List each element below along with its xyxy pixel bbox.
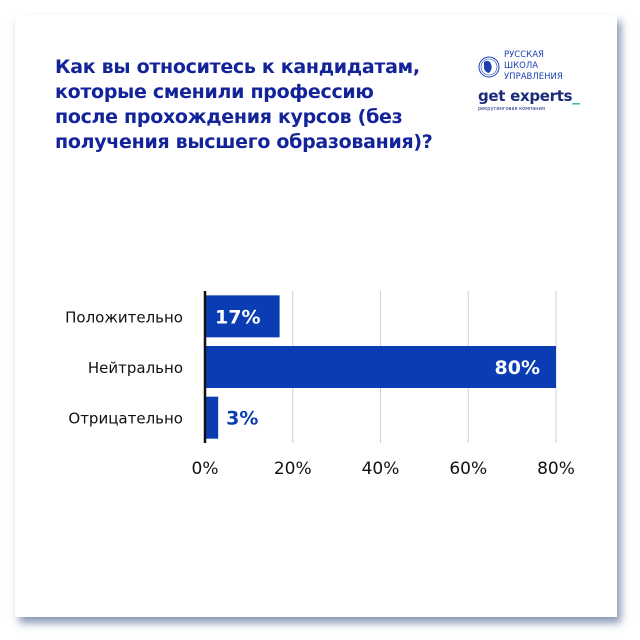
category-label: Положительно	[65, 308, 183, 326]
x-tick-label: 80%	[537, 459, 575, 479]
rsu-line: ШКОЛА	[504, 61, 539, 71]
chart-title: Как вы относитесь к кандидатам, которые …	[55, 56, 433, 153]
brand-underscore: _	[572, 87, 580, 105]
logo: РУССКАЯ ШКОЛА УПРАВЛЕНИЯ get experts_ ре…	[478, 50, 580, 113]
category-label: Нейтрально	[88, 359, 183, 377]
data-label: 80%	[495, 357, 540, 379]
get-experts-logo: get experts_	[478, 87, 580, 105]
x-tick-label: 0%	[192, 459, 219, 479]
category-label: Отрицательно	[68, 410, 183, 428]
x-tick-label: 60%	[449, 459, 487, 479]
data-label: 17%	[215, 306, 260, 328]
x-tick-label: 20%	[274, 459, 312, 479]
card	[15, 15, 617, 617]
rsu-logo: РУССКАЯ ШКОЛА УПРАВЛЕНИЯ	[478, 50, 579, 83]
bar	[205, 295, 280, 338]
brand-name: get experts	[478, 87, 573, 105]
rsu-line: РУССКАЯ	[504, 50, 544, 60]
brand-subtitle: рекрутинговая компания	[478, 106, 545, 112]
lion-emblem-icon	[478, 56, 500, 77]
data-label: 3%	[226, 408, 258, 430]
bar	[205, 396, 219, 439]
bar	[205, 346, 556, 388]
x-tick-label: 40%	[362, 459, 400, 479]
rsu-line: УПРАВЛЕНИЯ	[504, 72, 563, 82]
